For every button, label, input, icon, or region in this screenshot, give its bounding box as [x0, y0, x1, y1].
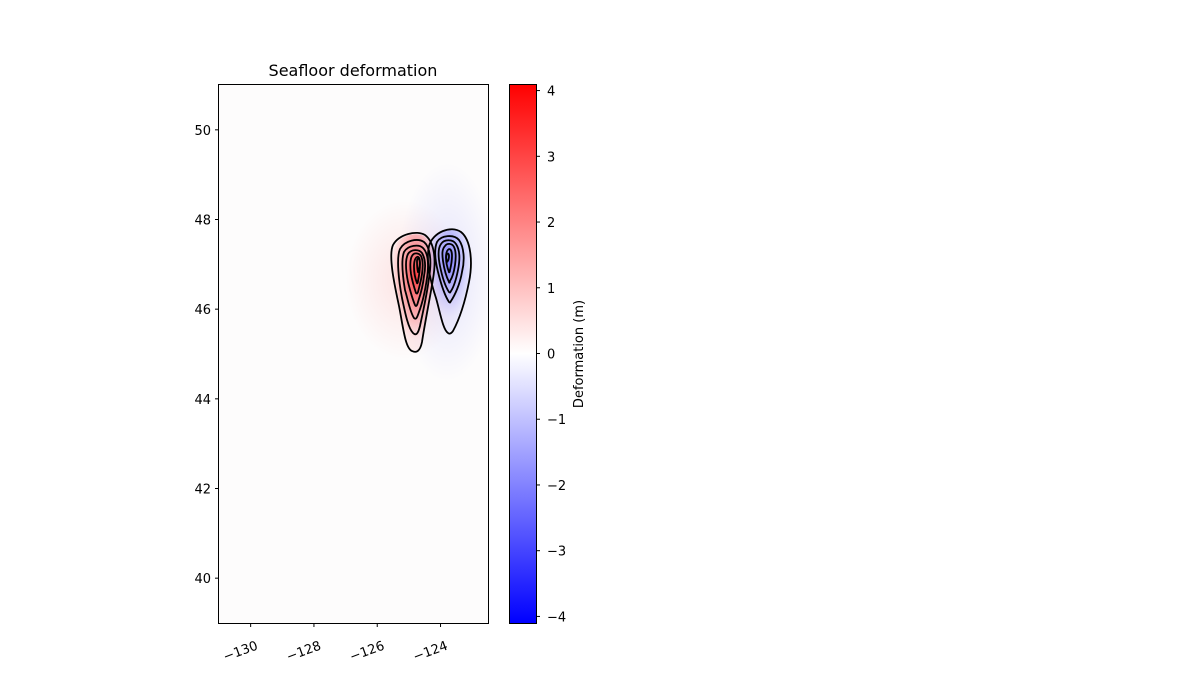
subsidence-contour-2: [434, 235, 465, 304]
colorbar-tick-label: 3: [547, 150, 555, 165]
x-tick-label: −128: [285, 639, 324, 665]
colorbar-tick-label: −3: [547, 545, 566, 560]
x-tick-label: −130: [221, 639, 260, 665]
y-tick-label: 44: [194, 393, 211, 408]
x-tick-label: −126: [348, 639, 387, 665]
uplift-contour-5: [409, 252, 424, 295]
y-tick-label: 40: [194, 572, 211, 587]
uplift-contour-2: [397, 239, 432, 336]
colorbar-tick-label: 0: [547, 348, 555, 363]
colorbar-tick-label: −4: [547, 610, 566, 625]
plot-frame: [218, 84, 489, 624]
subsidence-contour-4: [441, 242, 457, 284]
subsidence-contour-1: [427, 228, 472, 335]
colorbar: −4 −3 −2 −1 0 1 2 3 4 Deformation (m): [509, 84, 587, 625]
y-tick-label: 46: [194, 303, 211, 318]
y-tick-label: 42: [194, 483, 211, 498]
x-tick-label: −124: [411, 639, 450, 665]
colorbar-tick-label: 2: [547, 216, 555, 231]
uplift-contour-3: [401, 244, 429, 320]
uplift-contours: [390, 232, 436, 353]
uplift-contour-7: [416, 257, 421, 274]
colorbar-tick-label: −2: [547, 479, 566, 494]
y-tick-label: 48: [194, 214, 211, 229]
colorbar-tick-label: −1: [547, 413, 566, 428]
chart-title: Seafloor deformation: [269, 61, 438, 80]
colorbar-tick-label: 4: [547, 85, 555, 100]
x-axis: −130 −128 −126 −124: [221, 623, 450, 665]
subsidence-contours: [427, 228, 472, 335]
uplift-contour-1: [390, 232, 436, 353]
y-tick-label: 50: [194, 124, 211, 139]
deformation-field: [219, 85, 488, 623]
colorbar-axis: −4 −3 −2 −1 0 1 2 3 4: [536, 85, 566, 625]
uplift-contour-4: [405, 249, 426, 307]
subsidence-contour-6: [445, 252, 450, 263]
subsidence-contour-3: [437, 239, 461, 294]
colorbar-gradient: [509, 84, 536, 623]
colorbar-label: Deformation (m): [572, 300, 587, 408]
colorbar-tick-label: 1: [547, 282, 555, 297]
y-axis: 40 42 44 46 48 50: [194, 124, 219, 587]
